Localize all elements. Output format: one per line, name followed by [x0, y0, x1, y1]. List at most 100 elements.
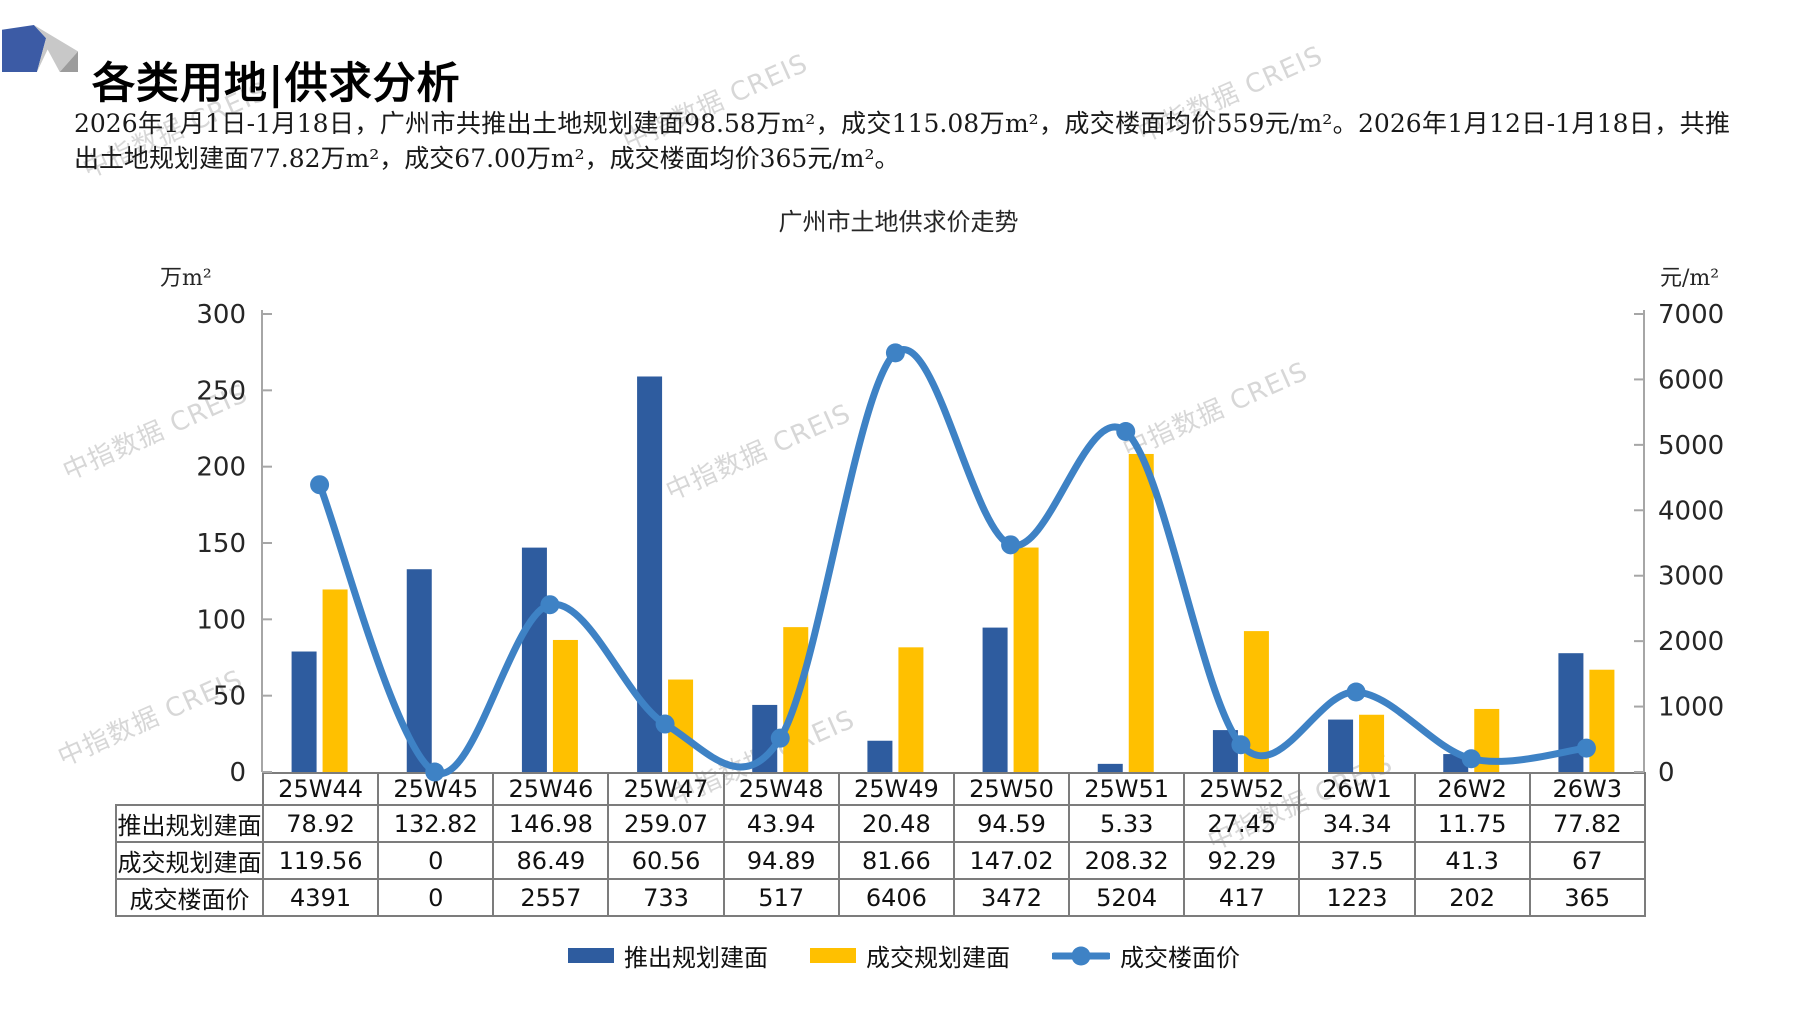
bar-成交规划建面-25W50: [1013, 547, 1039, 772]
table-cell: 5.33: [1068, 804, 1186, 843]
brand-logo-icon: [2, 25, 78, 72]
bar-成交规划建面-25W49: [898, 647, 924, 772]
left-axis-tick-label: 300: [196, 300, 246, 330]
bar-推出规划建面-26W3: [1558, 653, 1584, 772]
right-axis-tick-label: 5000: [1658, 431, 1724, 461]
column-header-26W3: 26W3: [1528, 772, 1646, 806]
right-axis-unit-label: 元/m²: [1660, 266, 1720, 291]
logo-shape-blue: [2, 25, 47, 72]
table-cell: 27.45: [1183, 804, 1301, 843]
bar-成交规划建面-25W51: [1128, 453, 1154, 772]
price-point-25W47: [655, 714, 675, 734]
watermark: 中指数据 CREIS: [1118, 356, 1313, 465]
price-point-26W2: [1461, 749, 1481, 769]
bar-推出规划建面-25W52: [1212, 730, 1238, 772]
table-cell: 41.3: [1413, 841, 1531, 880]
left-axis-unit-label: 万m²: [160, 266, 212, 291]
legend-swatch-icon: [568, 948, 614, 963]
table-cell: 119.56: [261, 841, 380, 880]
left-axis-tick-label: 150: [196, 529, 246, 559]
legend-item-成交楼面价: 成交楼面价: [1052, 938, 1240, 973]
bar-推出规划建面-25W45: [406, 569, 432, 772]
legend-label: 成交楼面价: [1120, 944, 1240, 972]
table-cell: 417: [1183, 878, 1301, 917]
column-header-25W50: 25W50: [952, 772, 1071, 806]
table-cell: 259.07: [607, 804, 725, 843]
chart-title: 广州市土地供求价走势: [778, 208, 1019, 236]
column-header-25W51: 25W51: [1068, 772, 1186, 806]
row-label: 成交楼面价: [115, 878, 264, 917]
price-line: [316, 346, 1590, 777]
table-cell: 37.5: [1298, 841, 1416, 880]
table-cell: 1223: [1298, 878, 1416, 917]
bar-成交规划建面-25W46: [552, 639, 578, 772]
row-label: 成交规划建面: [115, 841, 264, 880]
watermark: 中指数据 CREIS: [661, 398, 856, 507]
legend-label: 推出规划建面: [624, 944, 768, 972]
bar-推出规划建面-25W50: [982, 627, 1008, 772]
bar-成交规划建面-26W3: [1589, 669, 1615, 772]
chart-legend: 推出规划建面 成交规划建面 成交楼面价: [115, 938, 1693, 973]
column-header-25W48: 25W48: [722, 772, 840, 806]
table-cell: 34.34: [1298, 804, 1416, 843]
table-cell: 0: [377, 878, 495, 917]
data-table: 25W44 25W45 25W46 25W47 25W48 25W49 25W50 25W51…: [115, 772, 1646, 917]
column-header-26W2: 26W2: [1413, 772, 1531, 806]
bar-成交规划建面-25W44: [322, 589, 348, 772]
column-header-25W52: 25W52: [1183, 772, 1301, 806]
right-axis-tick-label: 2000: [1658, 627, 1724, 657]
table-corner-cell: [116, 773, 263, 805]
legend-line-icon: [1052, 946, 1110, 965]
table-cell: 77.82: [1528, 804, 1646, 843]
bar-成交规划建面-25W47: [668, 679, 694, 772]
column-header-25W47: 25W47: [607, 772, 725, 806]
table-cell: 132.82: [377, 804, 495, 843]
column-header-25W44: 25W44: [261, 772, 380, 806]
bar-推出规划建面-26W2: [1443, 754, 1469, 772]
supply-demand-table: 25W44 25W45 25W46 25W47 25W48 25W49 25W50 25W51…: [115, 772, 1646, 917]
bar-成交规划建面-25W52: [1243, 631, 1269, 772]
legend-item-成交规划建面: 成交规划建面: [810, 938, 1010, 973]
right-axis-tick-label: 0: [1658, 758, 1675, 788]
table-cell: 365: [1528, 878, 1646, 917]
bar-推出规划建面-25W47: [637, 376, 663, 772]
right-axis-tick-label: 7000: [1658, 300, 1724, 330]
legend-item-推出规划建面: 推出规划建面: [568, 938, 768, 973]
page-title: 各类用地|供求分析: [92, 58, 461, 109]
legend-swatch-icon: [810, 948, 856, 963]
bar-推出规划建面-25W44: [291, 651, 317, 772]
table-cell: 11.75: [1413, 804, 1531, 843]
table-cell: 4391: [261, 878, 380, 917]
price-point-26W3: [1576, 738, 1596, 758]
bar-成交规划建面-26W2: [1474, 708, 1500, 772]
bar-推出规划建面-25W46: [521, 547, 547, 772]
table-cell: 5204: [1068, 878, 1186, 917]
summary-text: 2026年1月1日-1月18日，广州市共推出土地规划建面98.58万m²，成交1…: [74, 109, 1730, 173]
price-point-25W44: [310, 475, 330, 495]
table-cell: 78.92: [261, 804, 380, 843]
table-cell: 94.89: [722, 841, 840, 880]
table-cell: 94.59: [952, 804, 1071, 843]
price-point-25W50: [1001, 535, 1021, 555]
column-header-26W1: 26W1: [1298, 772, 1416, 806]
watermark: 中指数据 CREIS: [53, 664, 248, 773]
table-cell: 81.66: [837, 841, 955, 880]
right-axis-tick-label: 3000: [1658, 562, 1724, 592]
bar-推出规划建面-25W49: [867, 740, 893, 772]
price-point-26W1: [1346, 682, 1366, 702]
right-axis-tick-label: 1000: [1658, 693, 1724, 723]
table-cell: 146.98: [492, 804, 610, 843]
price-point-25W46: [540, 595, 560, 615]
table-cell: 86.49: [492, 841, 610, 880]
table-cell: 20.48: [837, 804, 955, 843]
table-cell: 2557: [492, 878, 610, 917]
table-cell: 147.02: [952, 841, 1071, 880]
table-cell: 208.32: [1068, 841, 1186, 880]
table-cell: 733: [607, 878, 725, 917]
left-axis-tick-label: 100: [196, 605, 246, 635]
table-cell: 43.94: [722, 804, 840, 843]
table-cell: 3472: [952, 878, 1071, 917]
row-label: 推出规划建面: [115, 804, 264, 843]
table-cell: 202: [1413, 878, 1531, 917]
